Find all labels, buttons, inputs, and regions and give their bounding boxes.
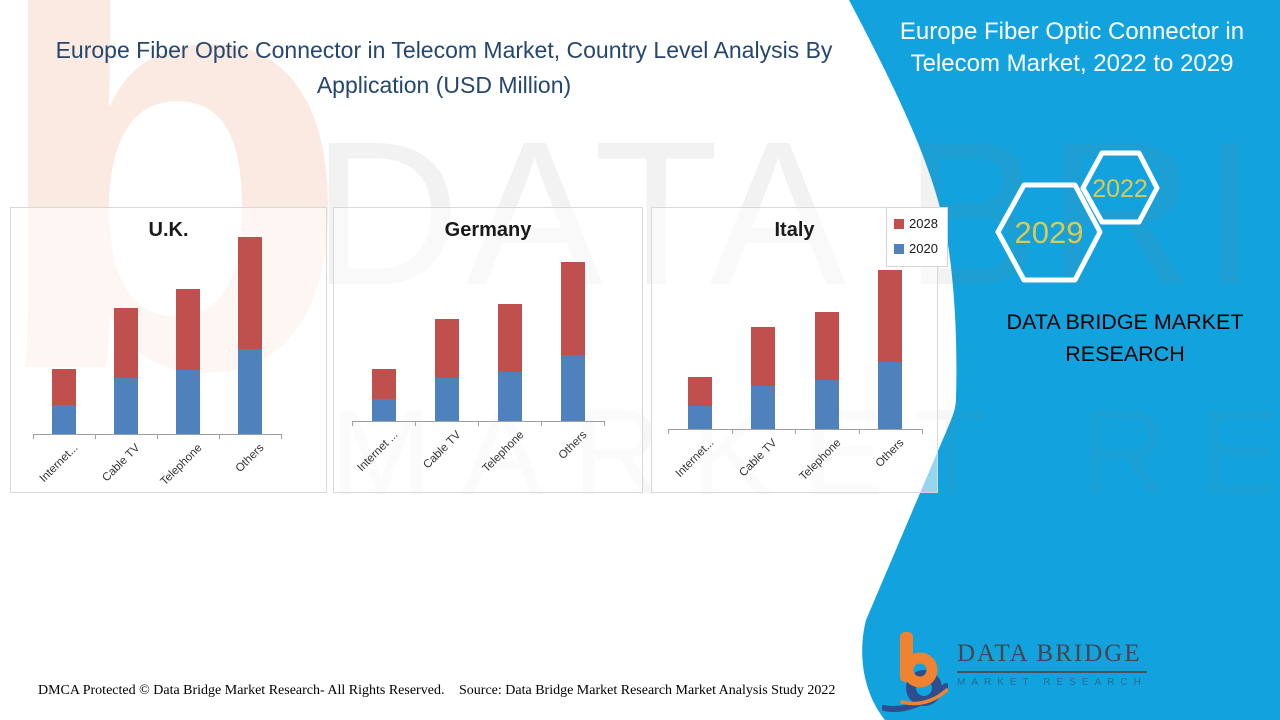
logo-subtitle: MARKET RESEARCH <box>957 677 1147 688</box>
bar-segment-2028-internet <box>371 369 396 399</box>
bar-segment-2020-telephone <box>497 372 522 421</box>
footer-dmca-text: DMCA Protected © Data Bridge Market Rese… <box>38 683 445 698</box>
bar-segment-2028-cabletv <box>434 319 459 378</box>
category-label: Telephone <box>158 442 205 489</box>
x-axis-tick <box>33 434 34 439</box>
x-axis-tick <box>281 434 282 439</box>
bar-segment-2028-cabletv <box>114 308 138 378</box>
bar-segment-2020-cabletv <box>114 378 138 434</box>
hexagon-2029-outline <box>995 182 1103 283</box>
bar-segment-2020-others <box>560 355 585 421</box>
category-label: Internet... <box>673 437 717 480</box>
brand-caption: DATA BRIDGE MARKET RESEARCH <box>1006 310 1244 367</box>
x-axis-tick <box>922 429 923 434</box>
chart-plot-uk: Internet... Cable TV Telephone Others <box>11 208 326 492</box>
chart-legend: 2028 2020 <box>886 207 948 267</box>
bar-segment-2020-internet <box>52 405 76 434</box>
data-bridge-logo: DATA BRIDGE MARKET RESEARCH <box>882 628 1147 712</box>
bar-segment-2020-others <box>878 362 903 429</box>
bar-segment-2028-telephone <box>176 289 200 370</box>
category-label: Others <box>233 442 267 475</box>
bar-segment-2028-cabletv <box>751 327 776 386</box>
x-axis-tick <box>415 421 416 426</box>
category-label: Telephone <box>797 437 844 484</box>
bar-segment-2028-others <box>878 270 903 362</box>
x-axis-tick <box>668 429 669 434</box>
x-axis-tick <box>352 421 353 426</box>
footer-source-text: Source: Data Bridge Market Research Mark… <box>459 683 836 698</box>
bar-segment-2020-internet <box>687 406 712 429</box>
x-axis-tick <box>478 421 479 426</box>
category-label: Others <box>873 437 907 470</box>
chart-panel-uk: U.K. Internet... Cable TV Telephone Others <box>10 207 327 493</box>
x-axis-tick <box>157 434 158 439</box>
bar-segment-2028-telephone <box>497 304 522 372</box>
category-label: Telephone <box>479 429 526 476</box>
page-title: Europe Fiber Optic Connector in Telecom … <box>55 37 833 98</box>
chart-title-italy: Italy <box>774 219 815 241</box>
legend-swatch-2028 <box>894 218 904 229</box>
legend-item-2028: 2028 <box>894 216 938 231</box>
hexagon-2022-outline <box>1080 150 1160 225</box>
bar-segment-2028-internet <box>687 377 712 406</box>
bar-segment-2028-telephone <box>814 312 839 380</box>
bar-segment-2020-telephone <box>176 370 200 434</box>
hexagon-2029-label: 2029 <box>1015 215 1084 250</box>
x-axis-tick <box>219 434 220 439</box>
bar-segment-2020-cabletv <box>751 386 776 429</box>
chart-title-uk: U.K. <box>148 219 189 241</box>
x-axis-tick <box>858 429 860 434</box>
side-panel-path <box>849 0 1280 720</box>
category-label: Cable TV <box>420 429 463 472</box>
x-axis-tick <box>95 434 96 439</box>
category-label: Cable TV <box>737 437 780 480</box>
legend-label: 2028 <box>909 216 938 231</box>
legend-swatch-2020 <box>894 243 904 254</box>
chart-panel-germany: Germany Internet ... Cable TV Telephone Oth… <box>333 207 643 493</box>
chart-title-germany: Germany <box>444 219 532 241</box>
bar-segment-2020-cabletv <box>434 378 459 421</box>
bar-segment-2020-telephone <box>814 380 839 429</box>
bar-segment-2020-others <box>238 349 262 434</box>
bar-segment-2028-others <box>238 237 262 349</box>
bar-segment-2028-internet <box>52 369 76 405</box>
forecast-hexagons: 2022 2029 <box>995 150 1160 283</box>
bar-segment-2020-internet <box>371 399 396 421</box>
x-axis-tick <box>731 429 733 434</box>
chart-plot-germany: Internet ... Cable TV Telephone Others <box>334 208 642 492</box>
side-panel-title: Europe Fiber Optic Connector in Telecom … <box>899 18 1245 77</box>
category-label: Internet ... <box>354 429 400 475</box>
category-label: Others <box>556 429 589 462</box>
category-label: Cable TV <box>100 442 143 485</box>
logo-title: DATA BRIDGE <box>957 640 1147 673</box>
legend-item-2020: 2020 <box>894 241 938 256</box>
bar-segment-2028-others <box>560 262 585 355</box>
legend-label: 2020 <box>909 241 938 256</box>
x-axis-tick <box>795 429 796 434</box>
hexagon-2022-label: 2022 <box>1092 175 1148 203</box>
chart-plot-italy: Internet... Cable TV Telephone Others <box>652 208 937 492</box>
x-axis-tick <box>541 421 542 426</box>
category-label: Internet... <box>37 442 81 485</box>
x-axis-tick <box>604 421 605 426</box>
data-bridge-logo-icon <box>882 632 948 712</box>
